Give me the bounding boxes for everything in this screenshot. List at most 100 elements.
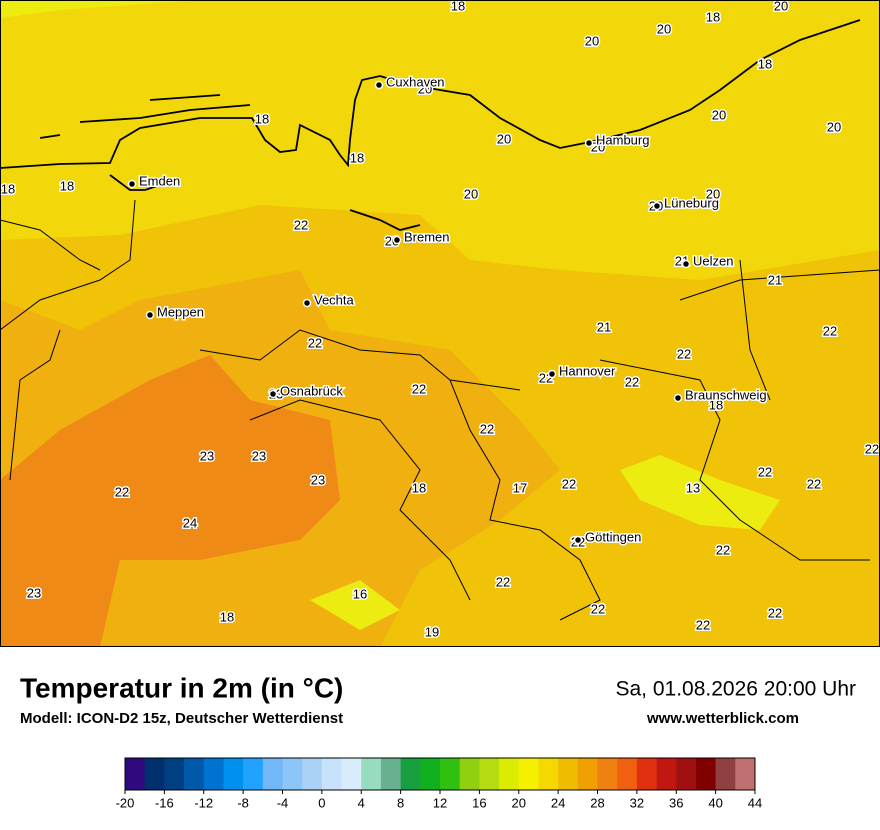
temperature-label: 22 — [865, 441, 879, 456]
colorbar-segment — [144, 758, 165, 790]
colorbar-segment — [380, 758, 401, 790]
temperature-label: 18 — [758, 56, 772, 71]
temperature-label: 20 — [712, 107, 726, 122]
temperature-label: 20 — [464, 186, 478, 201]
city-marker — [547, 369, 557, 379]
city-label: Osnabrück — [280, 383, 343, 398]
city-label: Göttingen — [585, 529, 641, 544]
temperature-label: 22 — [758, 464, 772, 479]
colorbar-segment — [617, 758, 638, 790]
colorbar-segment — [243, 758, 264, 790]
colorbar-tick-label: 40 — [708, 795, 722, 810]
colorbar-segment — [223, 758, 244, 790]
temperature-label: 24 — [183, 515, 197, 530]
colorbar-segment — [262, 758, 283, 790]
temperature-label: 23 — [200, 448, 214, 463]
subtitle: Modell: ICON-D2 15z, Deutscher Wetterdie… — [20, 710, 343, 727]
colorbar-segment — [321, 758, 342, 790]
colorbar-segment — [518, 758, 539, 790]
temperature-label: 23 — [252, 448, 266, 463]
colorbar-segment — [184, 758, 205, 790]
temperature-label: 20 — [827, 119, 841, 134]
temperature-label: 20 — [418, 81, 432, 96]
temperature-label: 16 — [353, 586, 367, 601]
colorbar-segment — [597, 758, 618, 790]
city-marker — [681, 259, 691, 269]
title: Temperatur in 2m (in °C) — [20, 672, 343, 703]
map: 1818202020182020201818202018182020202220… — [0, 0, 880, 647]
coastline — [109, 174, 421, 231]
colorbar-tick-label: 8 — [397, 795, 404, 810]
temperature-label: 18 — [412, 480, 426, 495]
city-marker — [652, 201, 662, 211]
colorbar-tick-label: 36 — [669, 795, 683, 810]
city-marker — [145, 310, 155, 320]
temperature-label: 22 — [677, 346, 691, 361]
coastline — [0, 19, 861, 169]
city-label: Emden — [139, 173, 180, 188]
datetime: Sa, 01.08.2026 20:00 Uhr — [615, 678, 856, 701]
temperature-label: 22 — [823, 323, 837, 338]
colorbar-segment — [164, 758, 185, 790]
colorbar-segment — [636, 758, 657, 790]
colorbar-tick-label: 32 — [630, 795, 644, 810]
city-label: Bremen — [404, 229, 450, 244]
colorbar-segment — [715, 758, 736, 790]
colorbar-segment — [341, 758, 362, 790]
website: www.wetterblick.com — [646, 710, 799, 727]
temperature-label: 20 — [774, 0, 788, 13]
colorbar-segment — [577, 758, 598, 790]
cool-region — [620, 455, 780, 530]
colorbar-tick-label: -8 — [237, 795, 249, 810]
colorbar-segment — [203, 758, 224, 790]
temperature-label: 22 — [412, 381, 426, 396]
colorbar-segment — [282, 758, 303, 790]
colorbar-segment — [302, 758, 323, 790]
city-marker — [673, 393, 683, 403]
temperature-label: 21 — [768, 272, 782, 287]
temperature-label: 22 — [294, 217, 308, 232]
temperature-label: 20 — [706, 186, 720, 201]
temperature-label: 18 — [350, 150, 364, 165]
colorbar-tick-label: 12 — [433, 795, 447, 810]
cool-region — [310, 580, 400, 630]
temperature-label: 18 — [706, 9, 720, 24]
colorbar-tick-label: 28 — [590, 795, 604, 810]
temperature-label: 13 — [686, 480, 700, 495]
colorbar-segment — [459, 758, 480, 790]
temperature-label: 18 — [1, 181, 15, 196]
colorbar-tick-label: -16 — [155, 795, 174, 810]
colorbar-tick-label: 24 — [551, 795, 565, 810]
temperature-label: 20 — [657, 21, 671, 36]
city-label: Meppen — [157, 304, 204, 319]
temperature-label: 18 — [220, 609, 234, 624]
temperature-label: 22 — [115, 484, 129, 499]
temperature-label: 20 — [497, 131, 511, 146]
admin-border — [249, 399, 471, 601]
colorbar-tick-label: 4 — [358, 795, 365, 810]
city-marker — [584, 138, 594, 148]
temperature-label: 22 — [591, 601, 605, 616]
colorbar-tick-label: -20 — [116, 795, 135, 810]
colorbar-tick-label: 20 — [512, 795, 526, 810]
temperature-label: 22 — [768, 605, 782, 620]
colorbar-segment — [558, 758, 579, 790]
hot-region — [0, 355, 340, 647]
temperature-label: 22 — [496, 574, 510, 589]
temperature-label: 22 — [716, 542, 730, 557]
temperature-label: 17 — [513, 480, 527, 495]
city-marker — [392, 235, 402, 245]
city-label: Uelzen — [693, 253, 733, 268]
colorbar-segment — [361, 758, 382, 790]
city-marker — [268, 389, 278, 399]
colorbar-segment — [400, 758, 421, 790]
islands — [39, 94, 251, 139]
city-marker — [302, 298, 312, 308]
temperature-label: 20 — [591, 139, 605, 154]
colorbar-segment — [695, 758, 716, 790]
colorbar-segment — [676, 758, 697, 790]
city-label: Braunschweig — [685, 387, 767, 402]
city-label: Vechta — [314, 292, 355, 307]
temperature-label: 22 — [308, 335, 322, 350]
